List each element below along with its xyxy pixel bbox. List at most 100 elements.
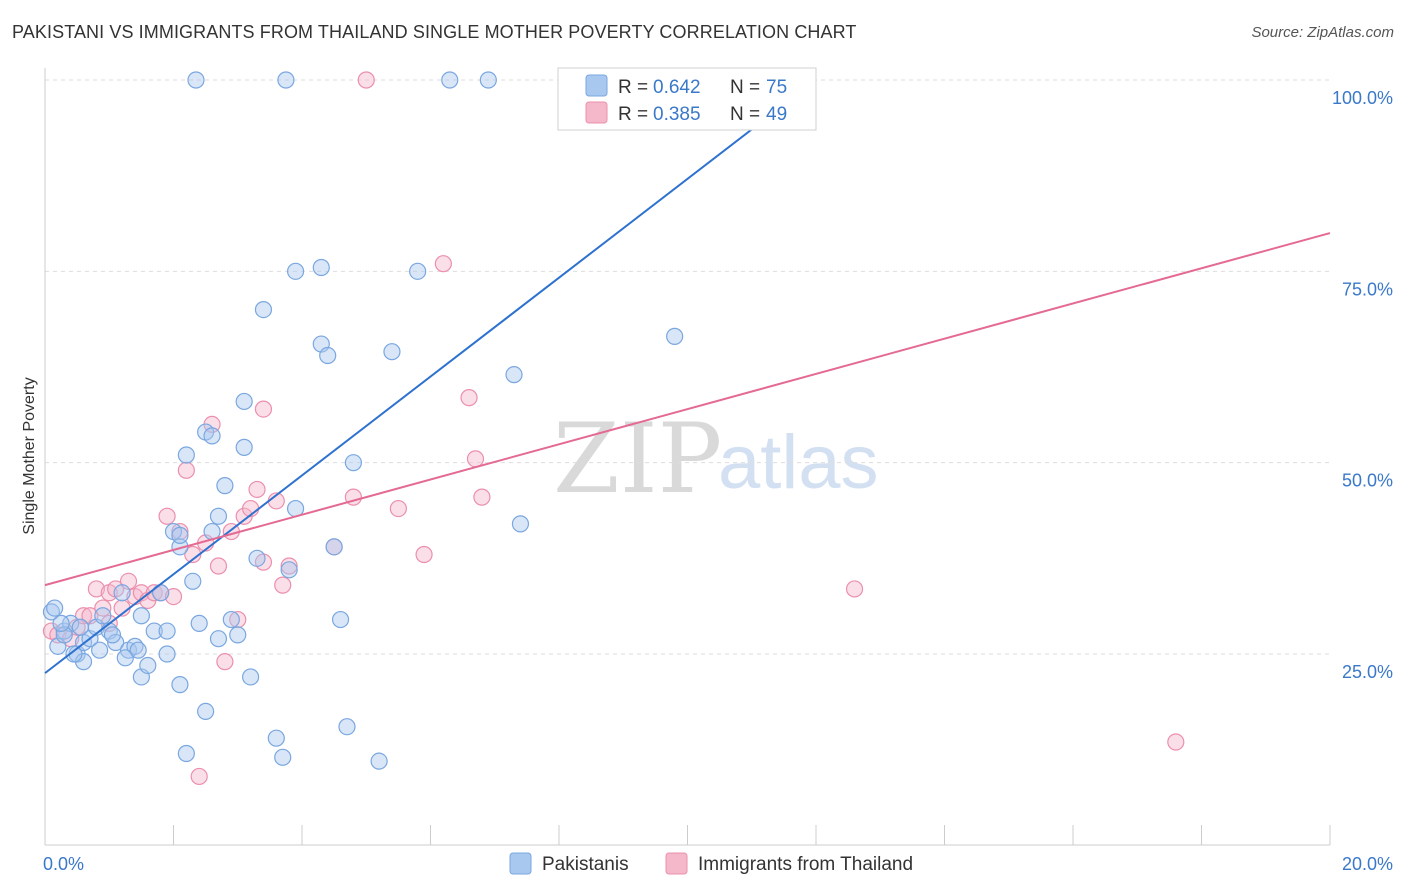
pakistanis-point-16 [132,607,150,625]
pakistanis-point-18 [145,622,163,640]
thailand-point-37 [280,557,298,575]
stats-legend: R = 0.642 N = 75 R = 0.385 N = 49 [557,67,817,131]
stats-swatch-thailand [585,101,608,124]
pakistanis-point-64 [46,599,64,617]
pakistanis-point-36 [222,610,240,629]
pakistanis-point-71 [71,618,89,636]
source-credit: Source: ZipAtlas.com [1251,24,1394,41]
pakistanis-point-51 [331,610,350,629]
pakistanis-point-61 [277,71,295,89]
axes [44,68,1331,846]
pakistanis-point-62 [441,71,459,89]
thailand-point-48 [357,71,375,89]
chart-title: PAKISTANI VS IMMIGRANTS FROM THAILAND SI… [12,22,857,42]
y-tick-label-3: 100.0% [1332,88,1393,108]
pakistanis-point-37 [235,392,253,411]
thailand-point-44 [466,450,485,468]
bottom-legend: Pakistanis Immigrants from Thailand [509,852,913,875]
pakistanis-point-25 [171,676,189,694]
pakistanis-point-43 [274,748,292,766]
pakistanis-point-12 [113,584,131,602]
pakistanis-point-29 [190,614,208,632]
pakistanis-point-70 [52,614,70,632]
pakistanis-point-60 [187,71,205,89]
legend-label-pakistanis: Pakistanis [542,854,629,875]
watermark-zip: ZIP [553,403,722,515]
pakistanis-point-26 [177,446,195,464]
pakistanis-point-66 [65,645,83,663]
legend-swatch-pakistanis [509,852,532,875]
pakistanis-point-49 [319,346,337,365]
pakistanis-point-21 [158,622,176,640]
series-pakistanis [42,71,684,770]
pakistanis-point-19 [152,584,170,602]
pakistanis-point-42 [267,729,285,747]
stats-n-value-thailand: 49 [766,104,787,125]
watermark: ZIP atlas [553,403,879,515]
thailand-point-29 [229,610,247,629]
thailand-point-26 [209,557,228,575]
pakistanis-point-35 [216,477,234,495]
thailand-point-16 [145,584,163,602]
stats-r-label-thailand: R = [618,104,648,125]
thailand-point-23 [190,767,208,786]
thailand-point-20 [171,522,189,541]
thailand-point-27 [216,653,234,671]
pakistanis-point-28 [184,572,202,590]
stats-n-label-thailand: N = [730,104,760,125]
tick-labels: 25.0% 50.0% 75.0% 100.0% 0.0% 20.0% [43,88,1393,874]
pakistanis-point-27 [177,744,195,763]
stats-r-value-pakistanis: 0.642 [653,77,701,98]
pakistanis-point-73 [203,427,221,445]
thailand-point-32 [248,480,266,499]
thailand-point-19 [164,587,183,606]
pakistanis-point-30 [197,702,215,721]
stats-n-label-pakistanis: N = [730,77,760,98]
thailand-point-36 [274,576,292,594]
pakistanis-point-59 [666,327,684,345]
pakistanis-point-50 [325,538,343,556]
pakistanis-point-72 [103,626,122,644]
pakistanis-point-47 [312,258,330,277]
pakistanis-point-74 [229,626,247,644]
thailand-point-42 [434,255,452,273]
thailand-point-43 [460,389,478,407]
thailand-point-33 [254,400,273,418]
pakistanis-point-34 [209,630,228,648]
stats-swatch-pakistanis [585,74,608,97]
trend-line-thailand [44,232,1331,587]
thailand-point-21 [177,461,195,479]
thailand-point-47 [1167,733,1185,751]
pakistanis-point-20 [158,645,176,663]
stats-r-label-pakistanis: R = [618,77,648,98]
pakistanis-point-53 [344,454,362,472]
legend-label-thailand: Immigrants from Thailand [698,854,913,875]
thailand-point-41 [415,545,433,564]
pakistanis-point-41 [254,301,273,319]
pakistanis-point-46 [286,262,305,280]
pakistanis-point-68 [116,649,134,667]
thailand-point-18 [158,507,176,525]
thailand-point-6 [87,580,106,598]
x-tick-label-min: 0.0% [43,854,84,874]
pakistanis-point-63 [479,71,497,89]
thailand-point-40 [389,499,407,518]
pakistanis-point-56 [409,262,427,280]
pakistanis-point-40 [248,549,266,567]
y-axis-title: Single Mother Poverty [21,377,38,534]
y-tick-label-1: 50.0% [1342,471,1393,491]
pakistanis-point-17 [139,656,157,675]
legend-swatch-thailand [665,852,688,875]
pakistanis-point-33 [209,507,228,525]
x-tick-label-max: 20.0% [1342,854,1393,874]
stats-r-value-thailand: 0.385 [653,104,701,125]
trend-lines [44,79,1331,674]
thailand-point-45 [473,488,491,506]
pakistanis-point-55 [383,343,401,361]
pakistanis-point-39 [242,668,260,686]
thailand-point-46 [845,580,864,598]
pakistanis-point-67 [91,641,109,659]
pakistanis-point-44 [280,561,298,579]
pakistanis-point-9 [94,607,112,625]
